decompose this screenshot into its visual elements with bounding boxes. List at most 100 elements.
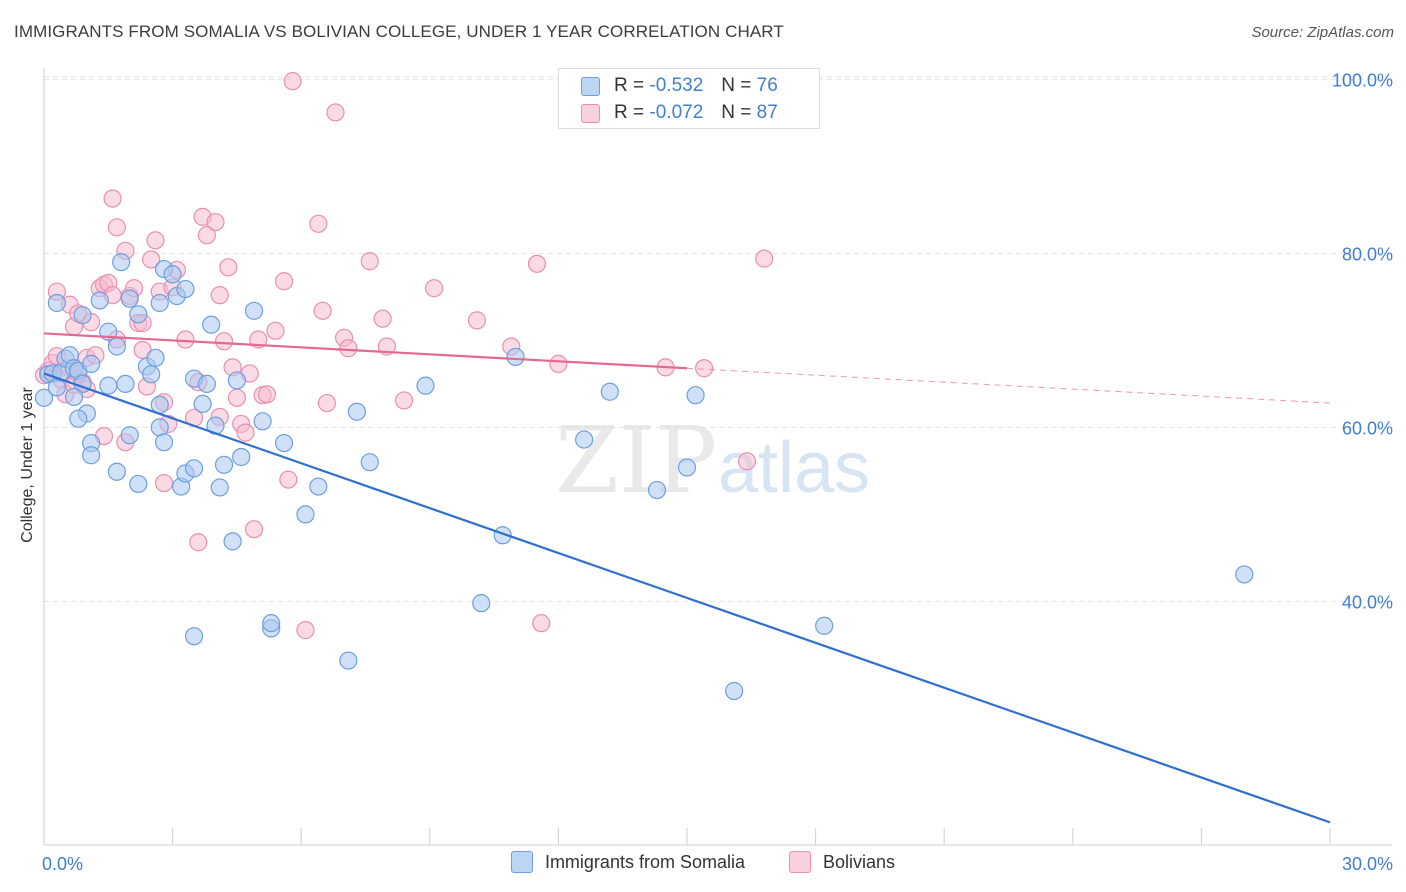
somalia-swatch bbox=[510, 851, 533, 873]
somalia-point bbox=[1235, 565, 1254, 584]
bolivian-point bbox=[339, 339, 358, 358]
bolivian-point bbox=[214, 332, 234, 351]
somalia-point bbox=[176, 279, 195, 299]
bolivian-point bbox=[244, 520, 264, 539]
legend-label-somalia: Immigrants from Somalia bbox=[544, 851, 745, 872]
legend-n-label: N = bbox=[721, 75, 752, 96]
somalia-point bbox=[296, 505, 315, 524]
legend-n-label: N = bbox=[721, 102, 752, 123]
somalia-point bbox=[600, 382, 619, 401]
axes bbox=[43, 68, 1392, 846]
somalia-point bbox=[472, 594, 491, 613]
somalia-point bbox=[47, 293, 66, 313]
bolivian-point bbox=[394, 391, 414, 410]
bolivian-point bbox=[236, 423, 255, 442]
somalia-point bbox=[82, 446, 101, 465]
legend-r-value: -0.072 bbox=[649, 102, 704, 123]
somalia-point bbox=[129, 474, 148, 494]
somalia-point bbox=[202, 315, 221, 334]
legend-label-bolivians: Bolivians bbox=[823, 851, 896, 872]
bolivian-swatch bbox=[789, 851, 811, 873]
trend-lines bbox=[43, 332, 1331, 824]
somalia-point bbox=[339, 651, 358, 670]
somalia-point bbox=[120, 289, 139, 308]
somalia-point bbox=[146, 348, 165, 367]
bolivian-point bbox=[549, 354, 568, 373]
bolivian-point bbox=[279, 470, 298, 489]
bolivians-points bbox=[34, 72, 774, 640]
somalia-point bbox=[107, 462, 126, 481]
bolivian-point bbox=[142, 250, 161, 269]
somalia-point bbox=[360, 453, 379, 472]
bolivian-point bbox=[309, 214, 328, 233]
somalia-point bbox=[129, 305, 148, 324]
bolivian-point bbox=[317, 393, 337, 413]
bolivian-point bbox=[197, 226, 216, 245]
x-tick-label: 30.0% bbox=[1342, 854, 1393, 874]
bolivian-point bbox=[274, 272, 294, 291]
somalia-point bbox=[116, 374, 135, 393]
bolivian-point bbox=[257, 385, 277, 404]
somalia-point bbox=[227, 371, 246, 390]
bolivian-point bbox=[219, 258, 238, 277]
source-label: Source: ZipAtlas.com bbox=[1251, 24, 1394, 41]
bolivian-point bbox=[527, 254, 547, 273]
legend-row-somalia: R = -0.532 N = 76 bbox=[581, 72, 778, 100]
somalia-point bbox=[82, 354, 101, 373]
somalia-point bbox=[69, 409, 88, 428]
bolivian-point bbox=[146, 231, 165, 250]
legend-n-value: 87 bbox=[756, 102, 778, 123]
somalia-point bbox=[347, 402, 367, 421]
bolivian-point bbox=[755, 249, 774, 268]
legend-row-bolivian: R = -0.072 N = 87 bbox=[581, 99, 778, 127]
somalia-point bbox=[214, 455, 234, 474]
tick-labels: 40.0% 60.0% 80.0% 100.0% 0.0% 30.0% bbox=[42, 70, 1393, 874]
somalia-point bbox=[725, 681, 744, 701]
legend-r-label: R = bbox=[614, 75, 645, 96]
bolivian-point bbox=[210, 286, 229, 305]
bolivian-point bbox=[373, 309, 392, 328]
bolivian-point bbox=[189, 533, 208, 552]
somalia-point bbox=[107, 337, 126, 356]
gridlines bbox=[44, 76, 1392, 602]
somalia-point bbox=[274, 433, 294, 453]
y-tick-label: 80.0% bbox=[1342, 244, 1393, 264]
somalia-point bbox=[163, 265, 182, 284]
somalia-point bbox=[253, 412, 272, 431]
somalia-point bbox=[184, 459, 204, 478]
legend-n-value: 76 bbox=[756, 75, 778, 96]
bolivian-point bbox=[467, 311, 487, 330]
correlation-legend: R = -0.532 N = 76 R = -0.072 N = 87 bbox=[558, 68, 820, 129]
somalia-point bbox=[262, 614, 281, 633]
somalia-point bbox=[142, 365, 161, 384]
bolivian-point bbox=[103, 189, 122, 208]
y-tick-label: 40.0% bbox=[1342, 592, 1393, 612]
bolivian-point bbox=[176, 330, 195, 349]
bolivian-trend-line bbox=[43, 332, 688, 370]
bolivian-point bbox=[737, 452, 757, 471]
legend-r-label: R = bbox=[614, 102, 645, 123]
somalia-point bbox=[309, 477, 328, 496]
somalia-point bbox=[184, 627, 204, 646]
bolivian-point bbox=[283, 72, 302, 91]
somalia-point bbox=[223, 532, 242, 551]
legend-r-value: -0.532 bbox=[649, 75, 704, 96]
y-axis-label: College, Under 1 year bbox=[19, 387, 36, 543]
somalia-point bbox=[647, 480, 667, 500]
bolivian-swatch bbox=[581, 103, 600, 123]
legend-item-somalia[interactable]: Immigrants from Somalia bbox=[510, 851, 745, 873]
somalia-point bbox=[34, 388, 54, 407]
somalia-point bbox=[112, 253, 131, 272]
y-tick-label: 60.0% bbox=[1342, 418, 1393, 438]
somalia-point bbox=[150, 293, 169, 313]
somalia-point bbox=[64, 387, 84, 407]
bolivian-point bbox=[154, 473, 174, 493]
watermark: ZIP atlas bbox=[555, 407, 870, 514]
bolivian-point bbox=[695, 359, 714, 378]
bolivian-point bbox=[107, 218, 126, 237]
legend-item-bolivians[interactable]: Bolivians bbox=[789, 851, 895, 873]
somalia-point bbox=[815, 616, 834, 635]
somalia-point bbox=[197, 374, 216, 393]
somalia-point bbox=[244, 301, 264, 320]
somalia-point bbox=[120, 426, 139, 445]
